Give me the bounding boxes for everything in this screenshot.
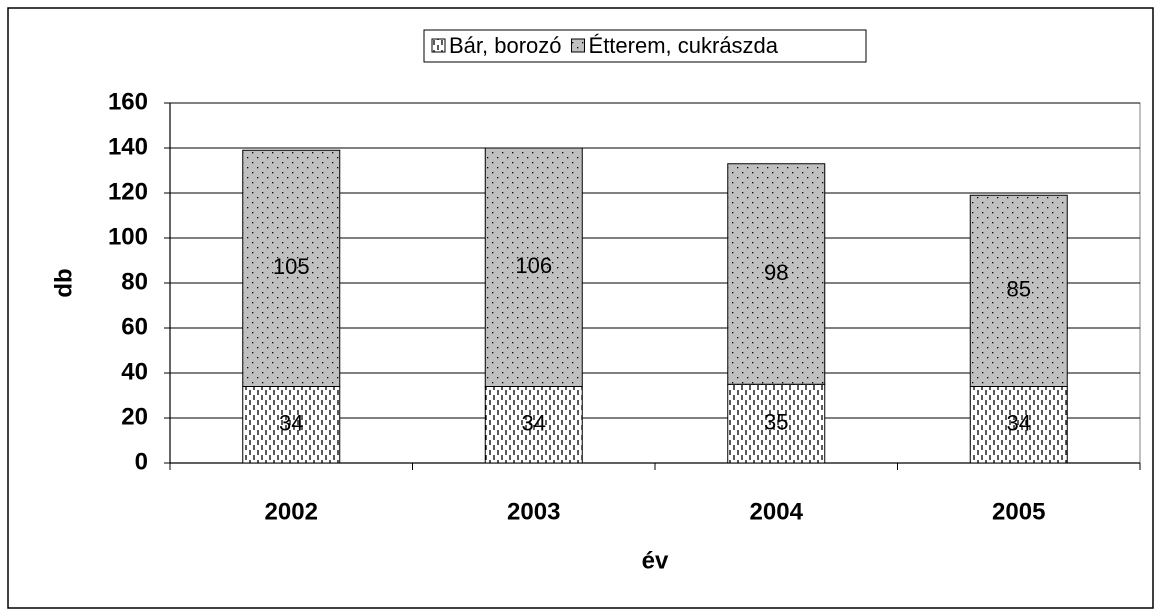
x-tick-label: 2002: [265, 498, 318, 525]
y-tick-label: 80: [121, 268, 148, 295]
legend-box: [423, 29, 867, 63]
y-tick-label: 20: [121, 403, 148, 430]
bar-segment: [969, 386, 1068, 464]
bar-segment: [969, 194, 1068, 387]
data-label: 85: [1007, 277, 1031, 302]
data-label: 34: [1007, 411, 1031, 436]
bar-segment: [484, 147, 583, 387]
legend-marker: [571, 38, 586, 53]
bar-segment: [727, 383, 826, 464]
y-axis-label: db: [50, 268, 77, 297]
data-label: 105: [273, 254, 310, 279]
bar-segment: [242, 149, 341, 387]
y-tick-label: 60: [121, 313, 148, 340]
data-label: 35: [764, 409, 788, 434]
y-tick-label: 40: [121, 358, 148, 385]
data-label: 34: [522, 411, 546, 436]
y-tick-label: 100: [108, 223, 148, 250]
data-label: 98: [764, 260, 788, 285]
legend-marker: [431, 38, 446, 53]
data-label: 106: [515, 253, 552, 278]
y-tick-label: 160: [108, 88, 148, 115]
legend-label: Étterem, cukrászda: [589, 33, 779, 58]
legend-label: Bár, borozó: [449, 33, 562, 58]
x-tick-label: 2005: [992, 498, 1045, 525]
x-axis-label: év: [642, 547, 669, 574]
y-tick-label: 0: [135, 448, 148, 475]
x-tick-label: 2003: [507, 498, 560, 525]
y-tick-label: 140: [108, 133, 148, 160]
bar-segment: [484, 386, 583, 464]
y-tick-label: 120: [108, 178, 148, 205]
data-label: 34: [279, 411, 303, 436]
bar-segment: [727, 163, 826, 385]
x-tick-label: 2004: [750, 498, 804, 525]
bar-segment: [242, 386, 341, 464]
